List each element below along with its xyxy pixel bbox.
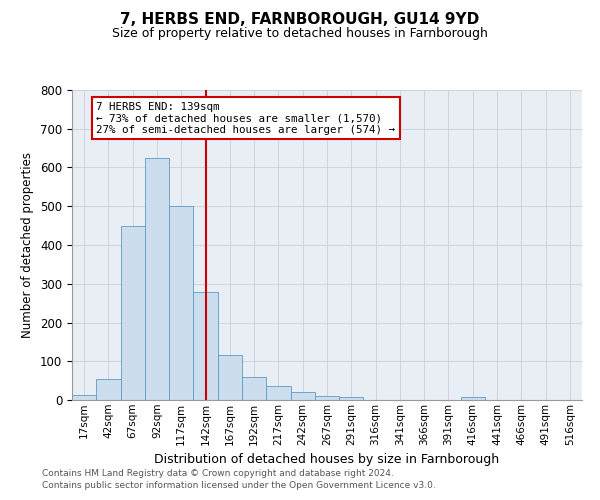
Bar xyxy=(72,396,96,400)
Y-axis label: Number of detached properties: Number of detached properties xyxy=(22,152,34,338)
Bar xyxy=(266,386,290,400)
Bar xyxy=(290,392,315,400)
X-axis label: Distribution of detached houses by size in Farnborough: Distribution of detached houses by size … xyxy=(154,453,500,466)
Bar xyxy=(315,396,339,400)
Text: 7, HERBS END, FARNBOROUGH, GU14 9YD: 7, HERBS END, FARNBOROUGH, GU14 9YD xyxy=(121,12,479,28)
Bar xyxy=(96,380,121,400)
Bar xyxy=(461,397,485,400)
Bar xyxy=(193,292,218,400)
Text: Contains public sector information licensed under the Open Government Licence v3: Contains public sector information licen… xyxy=(42,481,436,490)
Bar xyxy=(169,206,193,400)
Bar xyxy=(218,356,242,400)
Bar xyxy=(242,377,266,400)
Text: Contains HM Land Registry data © Crown copyright and database right 2024.: Contains HM Land Registry data © Crown c… xyxy=(42,468,394,477)
Text: Size of property relative to detached houses in Farnborough: Size of property relative to detached ho… xyxy=(112,28,488,40)
Text: 7 HERBS END: 139sqm
← 73% of detached houses are smaller (1,570)
27% of semi-det: 7 HERBS END: 139sqm ← 73% of detached ho… xyxy=(96,102,395,135)
Bar xyxy=(339,397,364,400)
Bar xyxy=(145,158,169,400)
Bar xyxy=(121,226,145,400)
